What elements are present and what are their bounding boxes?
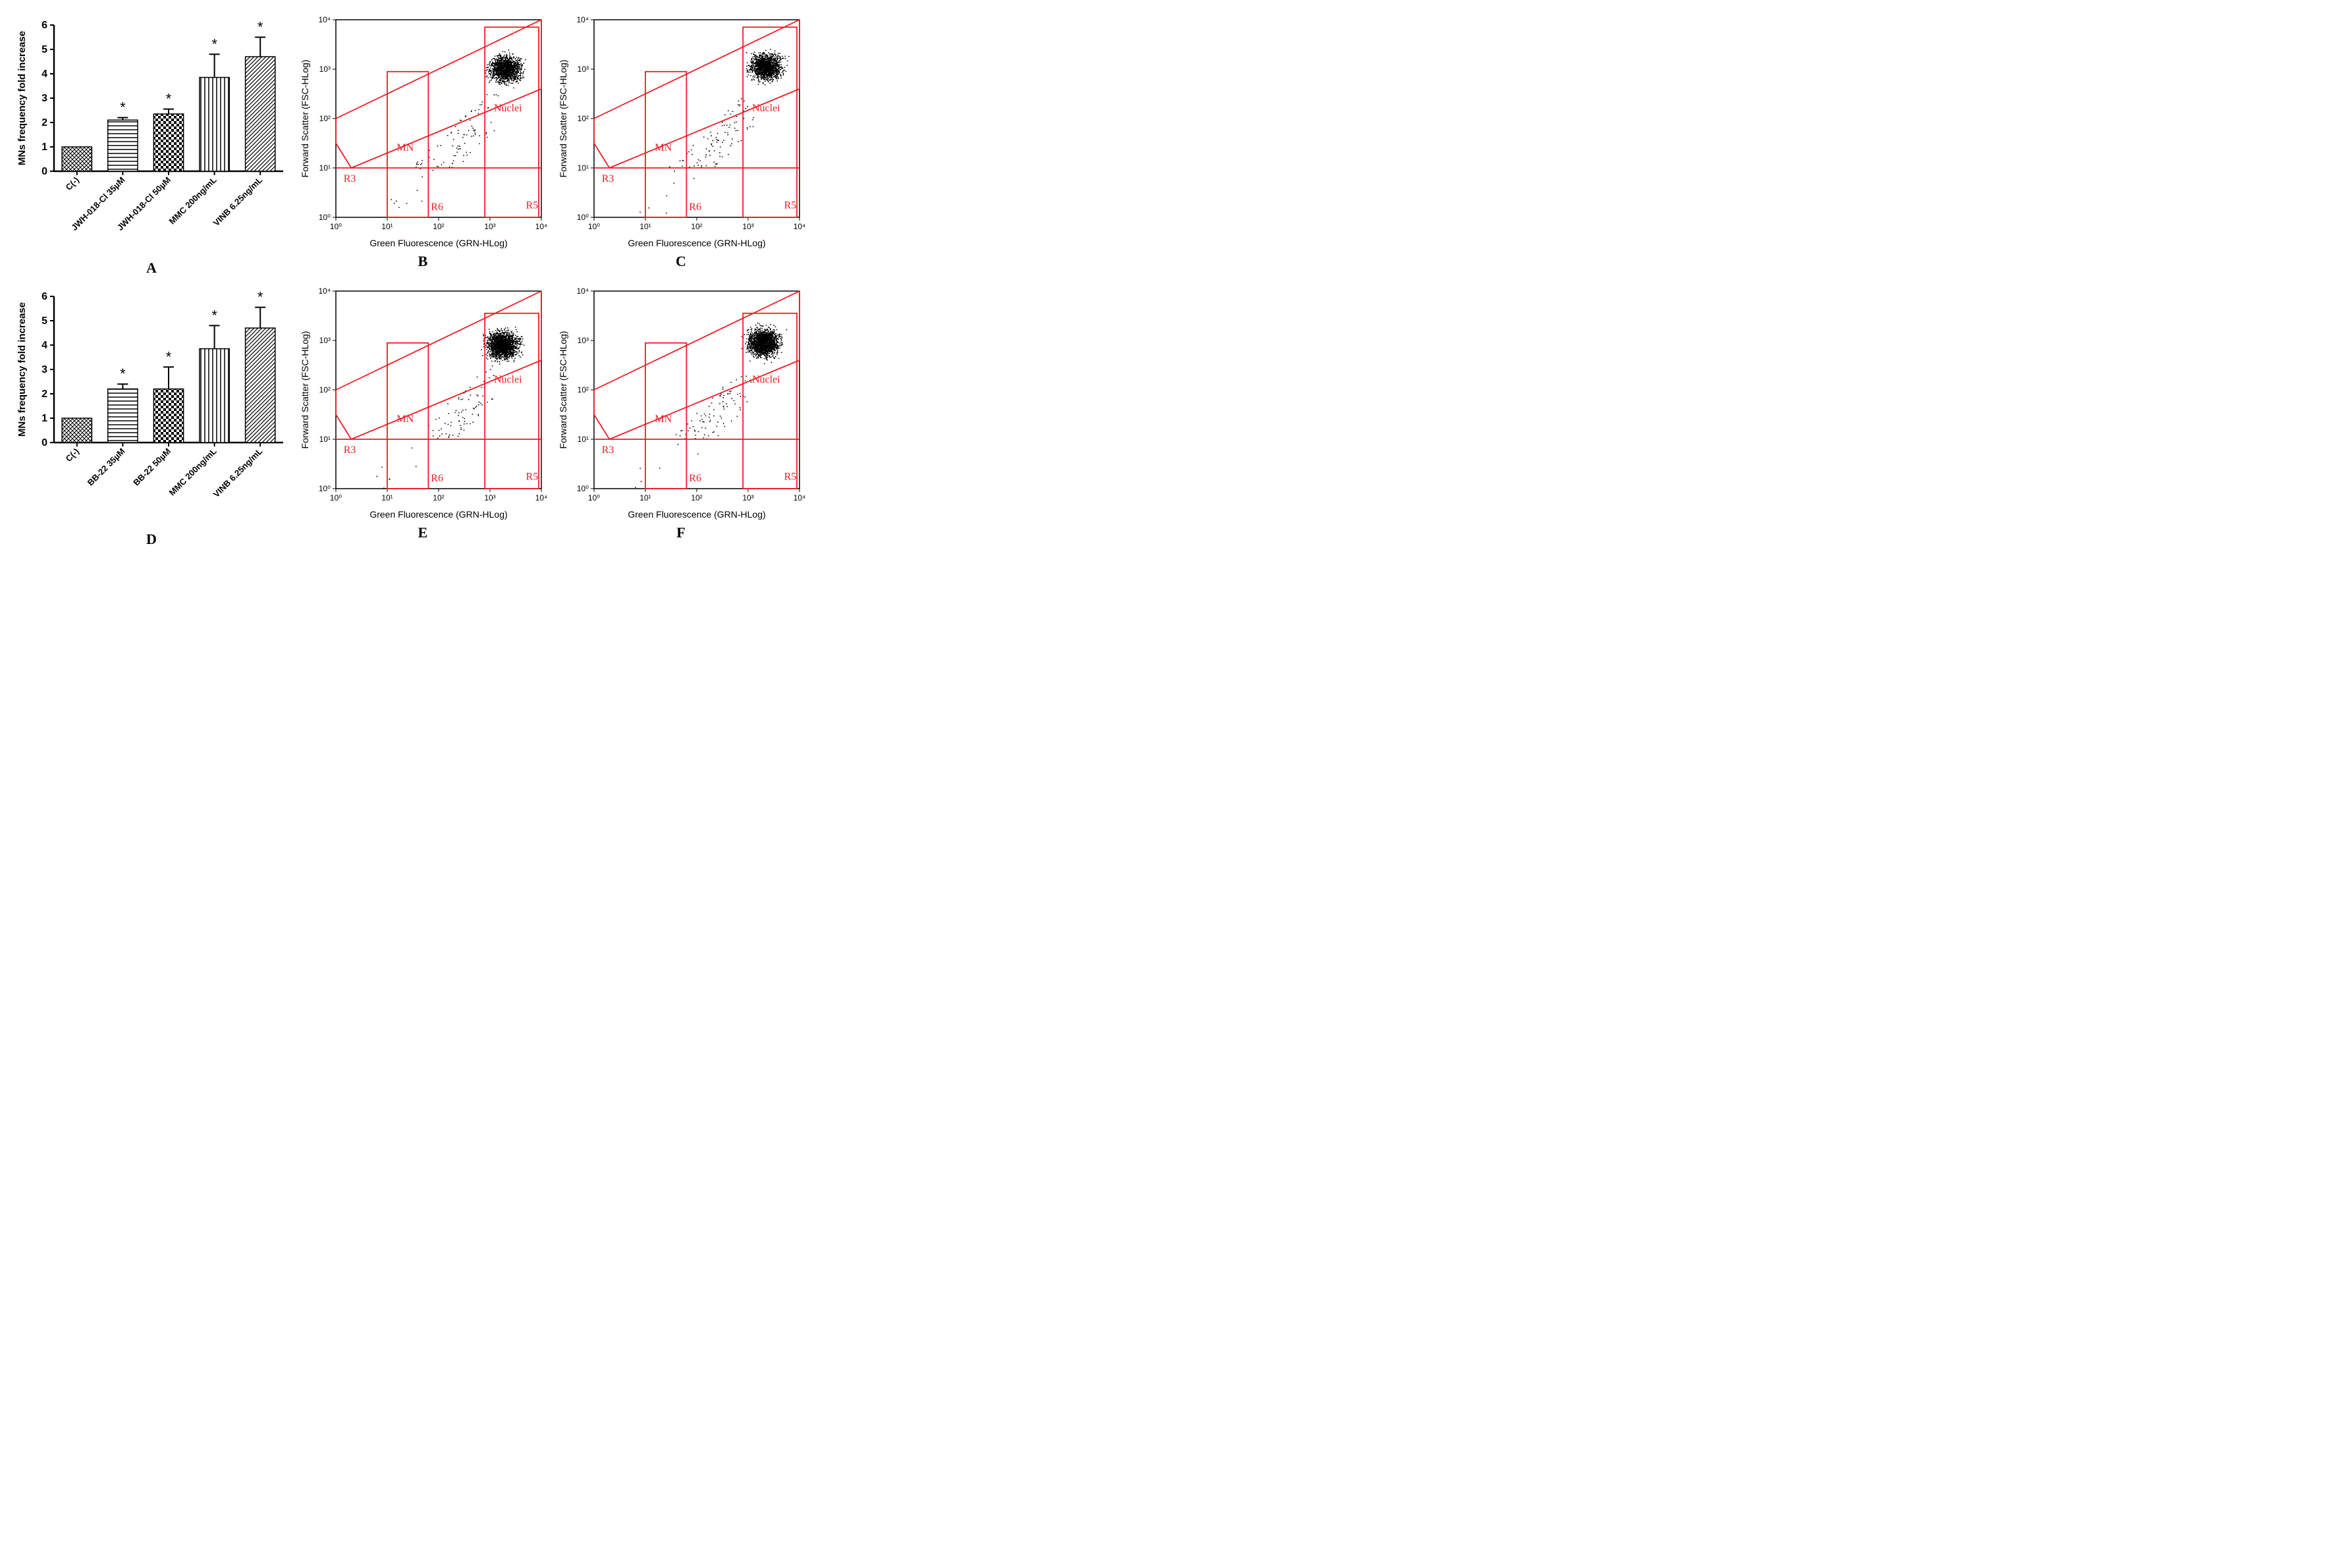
svg-text:MMC 200ng/mL: MMC 200ng/mL (167, 446, 219, 497)
scatter-F-svg: 10⁰10⁰10¹10¹10²10²10³10³10⁴10⁴Green Fluo… (556, 284, 806, 522)
svg-text:*: * (211, 307, 217, 323)
svg-text:10⁴: 10⁴ (318, 286, 331, 296)
panel-D: 0 1 2 3 4 5 6 MNs frequency fold increase C(-) * B… (13, 284, 290, 548)
svg-text:10³: 10³ (742, 222, 753, 231)
svg-text:10¹: 10¹ (319, 435, 331, 444)
svg-text:10¹: 10¹ (578, 163, 589, 173)
svg-text:Green Fluorescence (GRN-HLog): Green Fluorescence (GRN-HLog) (369, 238, 507, 248)
panel-label-C: C (556, 253, 806, 270)
svg-text:0: 0 (41, 166, 47, 177)
svg-text:C(-): C(-) (63, 175, 80, 192)
svg-text:C(-): C(-) (63, 446, 80, 464)
svg-text:10²: 10² (578, 114, 589, 123)
svg-text:Nuclei: Nuclei (752, 103, 780, 114)
svg-text:Green Fluorescence (GRN-HLog): Green Fluorescence (GRN-HLog) (369, 509, 507, 520)
svg-text:MN: MN (655, 142, 672, 153)
panel-C: 10⁰10⁰ 10¹ 10¹ 10² 10² 10³ 10³ 10⁴ 10⁴ Green Fluo… (556, 13, 806, 277)
svg-text:R6: R6 (431, 202, 443, 213)
svg-text:1: 1 (41, 413, 47, 424)
svg-text:10³: 10³ (578, 65, 589, 74)
scatter-E-svg: 10⁰10⁰ 10¹ 10¹ 10² 10² 10³ 10³ 10⁴ 10⁴ Green Fluo… (298, 284, 548, 522)
svg-text:VINB 6.25ng/mL: VINB 6.25ng/mL (211, 175, 265, 228)
svg-text:Forward Scatter (FSC-HLog): Forward Scatter (FSC-HLog) (558, 60, 568, 178)
svg-text:10⁰: 10⁰ (319, 213, 331, 222)
svg-text:10⁴: 10⁴ (794, 222, 806, 231)
panel-label-B: B (298, 253, 548, 270)
svg-text:VINB 6.25ng/mL: VINB 6.25ng/mL (211, 446, 265, 499)
panel-label-D: D (13, 531, 290, 548)
svg-text:R3: R3 (344, 173, 356, 184)
svg-text:10¹: 10¹ (639, 222, 651, 231)
svg-text:0: 0 (41, 437, 47, 448)
scatter-C-svg: 10⁰10⁰ 10¹ 10¹ 10² 10² 10³ 10³ 10⁴ 10⁴ Green Fluo… (556, 13, 806, 250)
svg-text:*: * (166, 348, 172, 365)
svg-text:*: * (257, 19, 263, 36)
svg-text:R6: R6 (689, 202, 701, 213)
svg-text:2: 2 (41, 389, 47, 400)
svg-text:MN: MN (396, 142, 414, 153)
svg-text:10²: 10² (691, 222, 702, 231)
svg-text:Forward Scatter (FSC-HLog): Forward Scatter (FSC-HLog) (300, 60, 310, 178)
panel-A: 0123456MNs frequency fold increaseC(-)*J… (13, 13, 290, 277)
chart-A-svg: 0123456MNs frequency fold increaseC(-)*J… (13, 13, 290, 257)
svg-text:MNs frequency fold increase: MNs frequency fold increase (16, 302, 28, 437)
chart-D-svg: 0 1 2 3 4 5 6 MNs frequency fold increase C(-) * B… (13, 284, 290, 528)
svg-text:Forward Scatter (FSC-HLog): Forward Scatter (FSC-HLog) (300, 331, 310, 449)
svg-text:R5: R5 (526, 200, 539, 211)
svg-text:6: 6 (41, 291, 47, 302)
svg-text:10⁰: 10⁰ (330, 222, 342, 231)
svg-text:10³: 10³ (319, 336, 331, 345)
svg-text:*: * (166, 91, 172, 107)
panel-label-F: F (556, 524, 806, 541)
panel-B: 10⁰10⁰ 10¹ 10¹ 10² 10² 10³ 10³ 10⁴ 10⁴ Green Fluo… (298, 13, 548, 277)
figure-grid: 0123456MNs frequency fold increaseC(-)*J… (13, 13, 803, 548)
svg-text:*: * (257, 289, 263, 306)
svg-text:10¹: 10¹ (319, 163, 331, 173)
svg-text:4: 4 (41, 340, 47, 351)
svg-text:6: 6 (41, 20, 47, 31)
svg-text:10²: 10² (319, 114, 331, 123)
svg-text:Green Fluorescence (GRN-HLog): Green Fluorescence (GRN-HLog) (628, 238, 765, 248)
svg-text:10⁰: 10⁰ (319, 484, 331, 493)
svg-text:10⁰: 10⁰ (577, 213, 589, 222)
svg-text:2: 2 (41, 117, 47, 128)
svg-text:10⁴: 10⁴ (535, 493, 548, 502)
svg-text:*: * (120, 99, 126, 116)
panel-label-A: A (13, 259, 290, 277)
panel-E: 10⁰10⁰ 10¹ 10¹ 10² 10² 10³ 10³ 10⁴ 10⁴ Green Fluo… (298, 284, 548, 548)
svg-text:10³: 10³ (319, 65, 331, 74)
svg-text:10⁴: 10⁴ (318, 15, 331, 24)
svg-text:10²: 10² (319, 385, 331, 394)
svg-text:10⁰: 10⁰ (588, 222, 600, 231)
svg-text:R5: R5 (784, 200, 797, 211)
svg-text:MMC 200ng/mL: MMC 200ng/mL (167, 175, 219, 226)
svg-text:10²: 10² (433, 493, 444, 502)
svg-text:BB-22 50µM: BB-22 50µM (131, 446, 173, 488)
svg-text:*: * (120, 365, 126, 382)
svg-text:R3: R3 (602, 173, 614, 184)
svg-text:10²: 10² (433, 222, 444, 231)
panel-F: 10⁰10⁰10¹10¹10²10²10³10³10⁴10⁴Green Fluo… (556, 284, 806, 548)
svg-text:BB-22 35µM: BB-22 35µM (86, 446, 127, 488)
panel-label-E: E (298, 524, 548, 541)
svg-text:3: 3 (41, 93, 47, 104)
svg-text:10³: 10³ (484, 493, 495, 502)
svg-text:MNs frequency fold increase: MNs frequency fold increase (16, 31, 28, 165)
svg-text:5: 5 (41, 315, 47, 327)
svg-text:1: 1 (41, 142, 47, 153)
svg-text:10⁴: 10⁴ (535, 222, 548, 231)
svg-text:10⁰: 10⁰ (330, 493, 342, 502)
svg-text:10¹: 10¹ (381, 493, 393, 502)
scatter-B-svg: 10⁰10⁰ 10¹ 10¹ 10² 10² 10³ 10³ 10⁴ 10⁴ Green Fluo… (298, 13, 548, 250)
svg-text:10¹: 10¹ (381, 222, 393, 231)
svg-text:4: 4 (41, 68, 47, 80)
svg-text:10⁴: 10⁴ (576, 15, 589, 24)
svg-text:3: 3 (41, 364, 47, 375)
svg-text:10³: 10³ (484, 222, 495, 231)
svg-text:Nuclei: Nuclei (494, 103, 522, 114)
svg-text:5: 5 (41, 44, 47, 55)
svg-text:*: * (211, 36, 217, 52)
